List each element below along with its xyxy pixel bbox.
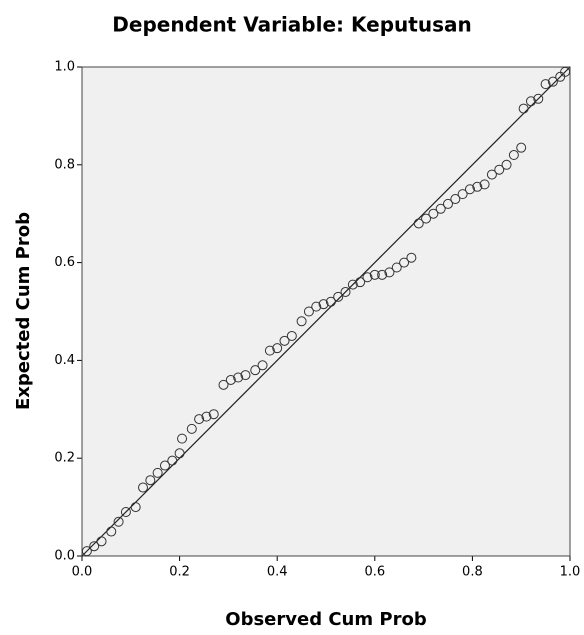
- point: [130, 502, 141, 513]
- point: [303, 306, 314, 317]
- point: [406, 252, 417, 263]
- point: [333, 291, 344, 302]
- x-tick-label: 1.0: [560, 565, 581, 580]
- y-tick-label: 0.6: [54, 255, 75, 270]
- point: [81, 546, 92, 557]
- point: [340, 286, 351, 297]
- point: [177, 433, 188, 444]
- point: [533, 93, 544, 104]
- point: [516, 142, 527, 153]
- chart-title: Dependent Variable: Keputusan: [112, 13, 471, 37]
- point: [421, 213, 432, 224]
- x-tick-label: 0.4: [267, 565, 288, 580]
- point: [377, 269, 388, 280]
- point: [311, 301, 322, 312]
- point: [218, 379, 229, 390]
- point: [501, 159, 512, 170]
- point: [120, 506, 131, 517]
- y-axis-label: Expected Cum Prob: [13, 212, 34, 410]
- point: [152, 467, 163, 478]
- point: [525, 96, 536, 107]
- point: [391, 262, 402, 273]
- point: [225, 374, 236, 385]
- point: [443, 198, 453, 209]
- point: [257, 360, 268, 371]
- point: [508, 150, 519, 161]
- reference-line: [81, 66, 571, 557]
- point: [362, 272, 373, 283]
- x-tick-label: 0.8: [462, 565, 483, 580]
- point: [435, 203, 446, 214]
- point: [159, 460, 170, 471]
- point: [174, 448, 185, 459]
- point: [240, 370, 251, 381]
- y-tick-label: 0.8: [54, 157, 75, 172]
- point: [96, 536, 107, 547]
- point: [560, 66, 571, 77]
- point: [450, 194, 461, 205]
- x-tick-label: 0.2: [169, 565, 190, 580]
- x-axis-label: Observed Cum Prob: [225, 609, 427, 630]
- point: [208, 409, 219, 420]
- point: [250, 365, 261, 376]
- y-tick-label: 0.4: [54, 353, 75, 368]
- point: [472, 181, 483, 192]
- point: [384, 267, 395, 278]
- point: [296, 316, 307, 327]
- point: [540, 79, 551, 90]
- point: [186, 423, 197, 434]
- point: [428, 208, 439, 219]
- point: [547, 76, 558, 87]
- x-tick-label: 0.0: [72, 565, 93, 580]
- point: [286, 330, 297, 341]
- point: [518, 103, 529, 114]
- y-tick-label: 1.0: [54, 60, 75, 75]
- point: [413, 218, 424, 229]
- point: [399, 257, 410, 268]
- point: [201, 411, 212, 422]
- point: [106, 526, 117, 537]
- point: [167, 455, 178, 466]
- point: [138, 482, 148, 493]
- point: [355, 277, 366, 288]
- point: [233, 372, 244, 383]
- point: [325, 296, 336, 307]
- point: [89, 541, 100, 552]
- x-tick-label: 0.6: [364, 565, 385, 580]
- plot-frame: [81, 66, 571, 557]
- point: [272, 343, 283, 354]
- point: [494, 164, 505, 175]
- point: [369, 269, 380, 280]
- point: [194, 414, 205, 425]
- point: [457, 189, 468, 200]
- point: [486, 169, 497, 180]
- y-tick-label: 0.2: [54, 451, 75, 466]
- point: [145, 475, 156, 486]
- point: [479, 179, 490, 190]
- point: [318, 299, 329, 310]
- point: [113, 516, 124, 527]
- y-tick-label: 0.0: [54, 549, 75, 564]
- point: [347, 279, 358, 290]
- point: [264, 345, 275, 356]
- point: [279, 335, 290, 346]
- point: [464, 184, 475, 195]
